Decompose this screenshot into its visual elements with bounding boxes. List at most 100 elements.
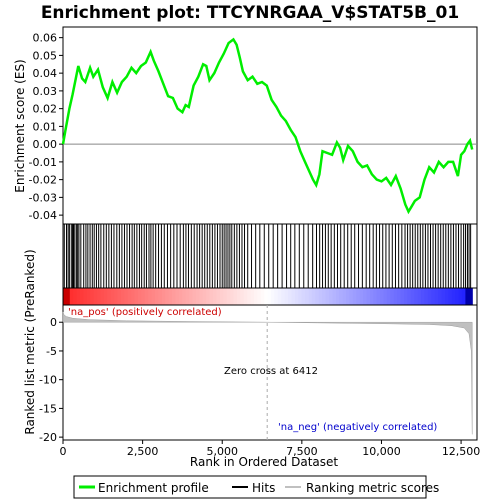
rank-bar-segment xyxy=(308,288,313,305)
x-tick-label: 10,000 xyxy=(362,445,401,458)
ranking-color-bar xyxy=(63,288,473,305)
rank-bar-segment xyxy=(63,288,68,305)
rank-bar-segment xyxy=(69,288,74,305)
rank-bar-segment xyxy=(284,288,289,305)
rank-bar-segment xyxy=(134,288,139,305)
es-y-tick-label: 0.04 xyxy=(33,67,58,80)
rank-bar-segment xyxy=(328,288,334,305)
x-axis-label: Rank in Ordered Dataset xyxy=(190,455,338,469)
metric-y-tick-label: -15 xyxy=(39,402,57,415)
rank-bar-segment xyxy=(213,288,218,305)
rank-bar-segment xyxy=(161,288,166,305)
enrichment-profile-line xyxy=(61,37,474,215)
rank-bar-segment xyxy=(253,288,258,305)
rank-bar-segment xyxy=(458,288,463,305)
rank-bar-segment xyxy=(305,288,310,305)
hit-marks xyxy=(63,224,472,288)
rank-bar-segment xyxy=(80,288,85,305)
rank-bar-segment xyxy=(455,288,460,305)
rank-bar-segment xyxy=(267,288,272,305)
es-y-tick-label: -0.03 xyxy=(29,191,57,204)
rank-bar-segment xyxy=(240,288,245,305)
rank-bar-segment xyxy=(175,288,180,305)
rank-bar-segment xyxy=(178,288,183,305)
rank-bar-segment xyxy=(155,288,160,305)
rank-bar-segment xyxy=(339,288,344,305)
es-y-tick-label: 0.00 xyxy=(33,138,58,151)
rank-bar-segment xyxy=(325,288,330,305)
rank-bar-segment xyxy=(195,288,201,305)
rank-bar-segment xyxy=(349,288,354,305)
rank-bar-segment xyxy=(264,288,269,305)
rank-bar-segment xyxy=(76,288,81,305)
metric-y-tick-label: -5 xyxy=(46,345,57,358)
rank-bar-segment xyxy=(407,288,412,305)
legend-label-enrichment: Enrichment profile xyxy=(98,481,209,495)
rank-bar-segment xyxy=(206,288,211,305)
rank-bar-segment xyxy=(356,288,361,305)
rank-bar-segment xyxy=(291,288,296,305)
rank-bar-segment xyxy=(461,288,467,305)
rank-bar-segment xyxy=(315,288,320,305)
rank-bar-segment xyxy=(138,288,143,305)
es-y-tick-label: 0.05 xyxy=(33,49,58,62)
rank-bar-segment xyxy=(233,288,238,305)
metric-y-axis: 0 -5 -10 -15 -20 xyxy=(39,316,63,444)
es-y-axis-label: Enrichment score (ES) xyxy=(13,59,27,192)
rank-bar-segment xyxy=(230,288,235,305)
rank-bar-segment xyxy=(441,288,446,305)
metric-y-axis-label: Ranked list metric (PreRanked) xyxy=(23,249,37,434)
chart-title: Enrichment plot: TTCYNRGAA_V$STAT5B_01 xyxy=(41,3,459,23)
es-y-tick-label: -0.01 xyxy=(29,156,57,169)
rank-bar-segment xyxy=(236,288,241,305)
rank-bar-segment xyxy=(373,288,378,305)
hits-panel xyxy=(62,223,478,289)
rank-bar-segment xyxy=(107,288,112,305)
x-tick-label: 7,500 xyxy=(286,445,318,458)
rank-bar-segment xyxy=(431,288,436,305)
es-y-tick-label: 0.03 xyxy=(33,85,58,98)
rank-bar-segment xyxy=(277,288,282,305)
es-y-tick-label: -0.02 xyxy=(29,174,57,187)
es-y-tick-label: -0.04 xyxy=(29,209,57,222)
x-tick-label: 2,500 xyxy=(127,445,159,458)
rank-bar-segment xyxy=(380,288,385,305)
rank-bar-segment xyxy=(346,288,351,305)
rank-bar-segment xyxy=(427,288,432,305)
rank-bar-segment xyxy=(73,288,78,305)
rank-bar-segment xyxy=(202,288,207,305)
rank-bar-segment xyxy=(451,288,456,305)
rank-bar-segment xyxy=(90,288,95,305)
rank-bar-segment xyxy=(120,288,125,305)
legend-label-metric: Ranking metric scores xyxy=(306,481,439,495)
x-tick-label: 12,500 xyxy=(442,445,481,458)
rank-bar-segment xyxy=(247,288,252,305)
rank-bar-segment xyxy=(390,288,395,305)
rank-bar-segment xyxy=(97,288,102,305)
rank-bar-segment xyxy=(301,288,306,305)
metric-y-tick-label: -10 xyxy=(39,374,57,387)
es-y-tick-label: 0.06 xyxy=(33,32,58,45)
es-y-tick-label: 0.01 xyxy=(33,120,58,133)
rank-bar-segment xyxy=(393,288,398,305)
rank-bar-segment xyxy=(192,288,197,305)
metric-panel-frame xyxy=(62,304,478,441)
rank-bar-segment xyxy=(281,288,286,305)
rank-bar-segment xyxy=(465,288,470,305)
rank-bar-segment xyxy=(141,288,146,305)
rank-bar-segment xyxy=(168,288,173,305)
rank-bar-segment xyxy=(332,288,337,305)
ranking-metric-area xyxy=(62,311,473,435)
rank-bar-segment xyxy=(397,288,402,305)
rank-bar-segment xyxy=(417,288,422,305)
rank-bar-segment xyxy=(93,288,98,305)
rank-bar-segment xyxy=(369,288,374,305)
rank-bar-segment xyxy=(148,288,153,305)
es-panel: -0.04 -0.03 -0.02 -0.01 0.00 0.01 0.02 0.03 0.04… xyxy=(13,26,478,225)
rank-bar-segment xyxy=(434,288,439,305)
rank-bar-segment xyxy=(124,288,129,305)
legend-label-hits: Hits xyxy=(252,481,275,495)
rank-bar-segment xyxy=(185,288,190,305)
rank-bar-segment xyxy=(182,288,187,305)
